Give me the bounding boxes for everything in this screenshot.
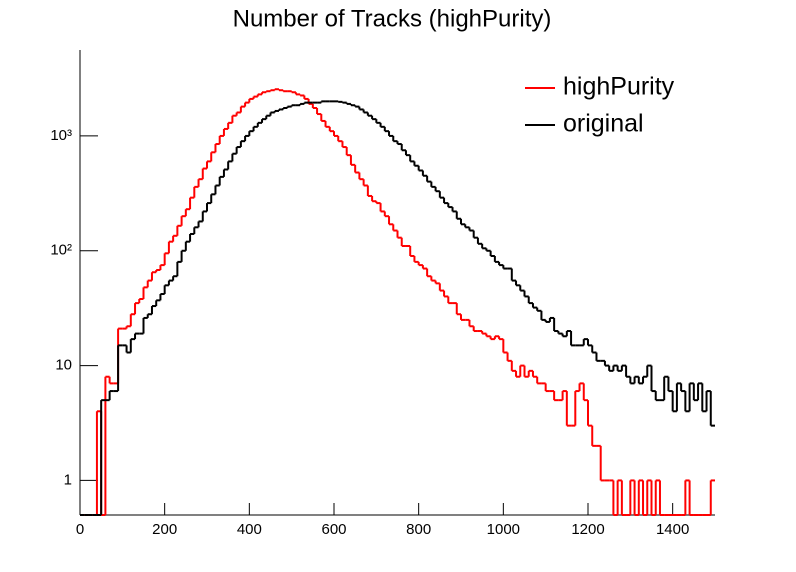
- x-tick-label: 1400: [656, 521, 689, 538]
- x-tick-label: 1000: [487, 521, 520, 538]
- y-tick-label: 10²: [50, 242, 72, 259]
- x-tick-label: 800: [406, 521, 431, 538]
- x-tick-label: 1200: [571, 521, 604, 538]
- x-tick-label: 0: [76, 521, 84, 538]
- legend-text: highPurity: [563, 73, 675, 101]
- legend-text: original: [563, 110, 644, 138]
- x-tick-label: 200: [152, 521, 177, 538]
- y-tick-label: 10³: [50, 127, 72, 144]
- y-tick-label: 1: [64, 471, 72, 488]
- chart-title: Number of Tracks (highPurity): [233, 5, 552, 32]
- x-tick-label: 600: [321, 521, 346, 538]
- y-tick-label: 10: [55, 357, 72, 374]
- x-tick-label: 400: [237, 521, 262, 538]
